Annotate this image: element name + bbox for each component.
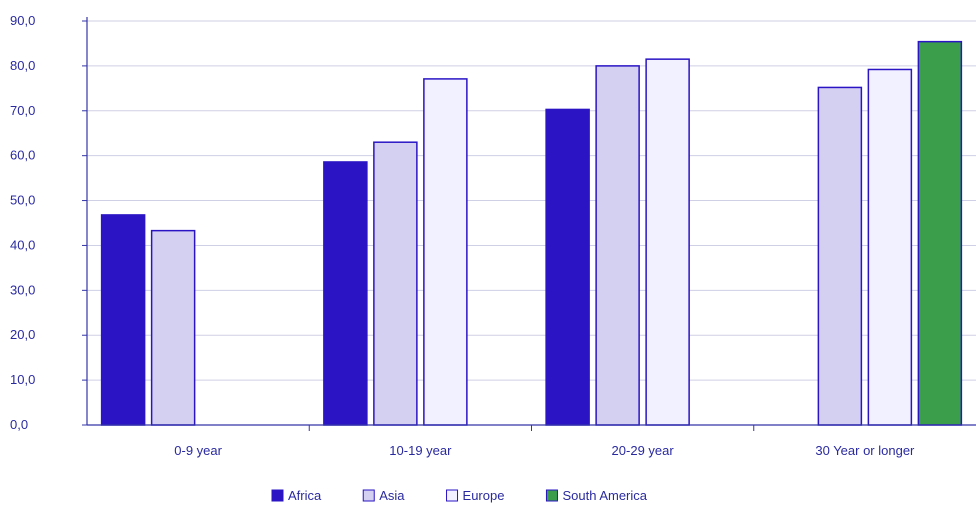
y-tick-label: 50,0 <box>10 193 35 208</box>
y-tick-label: 30,0 <box>10 282 35 297</box>
bars <box>100 40 963 426</box>
y-tick-label: 40,0 <box>10 237 35 252</box>
y-tick-label: 0,0 <box>10 417 28 432</box>
legend-swatch <box>545 489 558 502</box>
gridlines <box>87 20 976 381</box>
category-label: 0-9 year <box>174 443 222 458</box>
category-label: 10-19 year <box>389 443 452 458</box>
legend-label: Africa <box>288 488 322 503</box>
bar-asia <box>595 65 640 426</box>
y-tick-label: 10,0 <box>10 372 35 387</box>
bar-africa <box>100 214 146 426</box>
y-tick-label: 70,0 <box>10 103 35 118</box>
category-labels: 0-9 year 10-19 year 20-29 year 30 Year or l… <box>174 443 915 458</box>
bar-asia <box>150 229 196 426</box>
legend-label: Asia <box>379 488 405 503</box>
y-tick-label: 80,0 <box>10 58 35 73</box>
axes <box>82 17 976 431</box>
y-tick-label: 60,0 <box>10 148 35 163</box>
legend-swatch <box>446 489 459 502</box>
bar-asia <box>817 86 863 426</box>
category-label: 20-29 year <box>612 443 675 458</box>
legend: Africa Asia Europe South America <box>271 488 648 503</box>
legend-label: Europe <box>463 488 505 503</box>
bar-europe <box>645 58 690 426</box>
bar-europe <box>423 78 468 426</box>
bar-africa <box>545 108 590 426</box>
legend-swatch <box>271 489 284 502</box>
bar-europe <box>867 68 913 426</box>
y-tick-labels: 0,0 10,0 20,0 30,0 40,0 50,0 60,0 70,0 80,0 90,0 <box>10 13 35 432</box>
legend-swatch <box>362 489 375 502</box>
bar-south-america <box>917 40 963 426</box>
category-label: 30 Year or longer <box>815 443 915 458</box>
y-tick-label: 20,0 <box>10 327 35 342</box>
y-tick-label: 90,0 <box>10 13 35 28</box>
bar-asia <box>373 141 418 426</box>
legend-label: South America <box>562 488 647 503</box>
bar-africa <box>323 161 368 426</box>
